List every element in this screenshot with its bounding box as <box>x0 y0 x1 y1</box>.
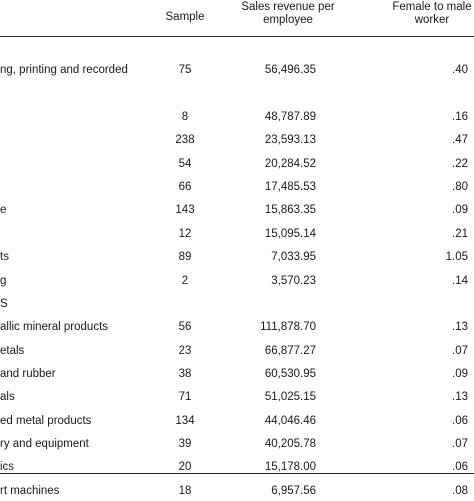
table-row: ry and equipment 39 40,205.78 .07 <box>0 434 474 454</box>
row-sample: 71 <box>178 391 192 404</box>
row-label: etals <box>0 344 25 357</box>
row-sample: 143 <box>175 204 195 217</box>
table-row: als 71 51,025.15 .13 <box>0 387 474 407</box>
row-sales: 3,570.23 <box>271 274 316 287</box>
header-ratio-line1: Female to male <box>392 1 472 13</box>
row-sales: 15,095.14 <box>264 227 316 240</box>
row-sales: 66,877.27 <box>264 344 316 357</box>
row-label: ics <box>0 461 15 474</box>
row-ratio: .22 <box>452 157 468 170</box>
row-sample: 2 <box>181 274 189 287</box>
table-header: Sample Sales revenue per employee Female… <box>0 0 474 36</box>
row-sample: 134 <box>175 414 195 427</box>
table-row: ics 20 15,178.00 .06 <box>0 457 474 477</box>
row-sales: 17,485.53 <box>264 181 316 194</box>
row-sample: 39 <box>178 437 192 450</box>
row-ratio: .13 <box>452 321 468 334</box>
table-row: ng, printing and recorded 75 56,496.35 .40 <box>0 60 474 80</box>
row-sales: 23,593.13 <box>264 134 316 147</box>
row-ratio: .07 <box>452 437 468 450</box>
row-ratio: .08 <box>452 484 468 497</box>
header-ratio-line2: worker <box>414 14 450 26</box>
row-sample: 20 <box>178 461 192 474</box>
table-row: 8 48,787.89 .16 <box>0 107 474 127</box>
row-ratio: .47 <box>452 134 468 147</box>
row-sales: 51,025.15 <box>264 391 316 404</box>
table-row: 238 23,593.13 .47 <box>0 130 474 150</box>
row-sample: 8 <box>181 111 189 124</box>
row-ratio: .13 <box>452 391 468 404</box>
row-sales: 15,178.00 <box>264 461 316 474</box>
row-sales: 40,205.78 <box>264 437 316 450</box>
row-label: S <box>0 297 8 310</box>
header-female-male-ratio: Female to male worker <box>372 1 474 27</box>
row-ratio: .09 <box>452 367 468 380</box>
row-sales: 56,496.35 <box>264 64 316 77</box>
row-label: allic mineral products <box>0 321 109 334</box>
table-row: 66 17,485.53 .80 <box>0 177 474 197</box>
row-sample: 89 <box>178 251 192 264</box>
row-ratio: .16 <box>452 111 468 124</box>
header-divider <box>0 36 474 37</box>
row-ratio: .80 <box>452 181 468 194</box>
row-ratio: .09 <box>452 204 468 217</box>
row-sample: 66 <box>178 181 192 194</box>
row-label: g <box>0 274 7 287</box>
row-sales: 6,957.56 <box>271 484 316 497</box>
row-label: ng, printing and recorded <box>0 64 128 77</box>
table-row: 54 20,284.52 .22 <box>0 154 474 174</box>
row-sample: 75 <box>178 64 192 77</box>
row-label: als <box>0 391 15 404</box>
row-sales: 20,284.52 <box>264 157 316 170</box>
row-sales: 15,863.35 <box>264 204 316 217</box>
table-row <box>0 84 474 104</box>
header-sales-line2: employee <box>263 14 313 26</box>
row-sales: 111,878.70 <box>260 321 316 334</box>
row-ratio: .40 <box>452 64 468 77</box>
row-ratio: .06 <box>452 414 468 427</box>
row-sales: 7,033.95 <box>271 251 316 264</box>
row-sample: 238 <box>175 134 195 147</box>
row-label: e <box>0 204 7 217</box>
table-row: e 143 15,863.35 .09 <box>0 200 474 220</box>
table-row: allic mineral products 56 111,878.70 .13 <box>0 317 474 337</box>
row-ratio: .06 <box>452 461 468 474</box>
row-sample: 38 <box>178 367 192 380</box>
table-row: 12 15,095.14 .21 <box>0 224 474 244</box>
table-row: rt machines 18 6,957.56.08 <box>0 481 474 501</box>
row-ratio: .14 <box>452 274 468 287</box>
row-label: ry and equipment <box>0 437 89 450</box>
row-sample: 54 <box>178 157 192 170</box>
row-sales: 44,046.46 <box>264 414 316 427</box>
row-label: ts <box>0 251 9 264</box>
row-label: and rubber <box>0 367 56 380</box>
row-ratio: .07 <box>452 344 468 357</box>
row-label: ed metal products <box>0 414 92 427</box>
row-sample: 56 <box>178 321 192 334</box>
table-row: S <box>0 294 474 314</box>
row-ratio: .21 <box>452 227 468 240</box>
header-sample: Sample <box>165 11 205 23</box>
table-row: etals 23 66,877.27 .07 <box>0 341 474 361</box>
table-row: ed metal products 134 44,046.46 .06 <box>0 411 474 431</box>
table-row: g 2 3,570.23 .14 <box>0 271 474 291</box>
row-sample: 12 <box>178 227 192 240</box>
header-sales-revenue: Sales revenue per employee <box>226 1 350 27</box>
row-ratio: 1.05 <box>445 251 468 264</box>
row-label: rt machines <box>0 484 60 497</box>
table-row <box>0 37 474 57</box>
table-row: ts 89 7,033.95 1.05 <box>0 247 474 267</box>
row-sales: 60,530.95 <box>264 367 316 380</box>
header-sales-line1: Sales revenue per <box>241 1 335 13</box>
row-sales: 48,787.89 <box>264 111 316 124</box>
table-row: and rubber 38 60,530.95 .09 <box>0 364 474 384</box>
row-sample: 23 <box>178 344 192 357</box>
